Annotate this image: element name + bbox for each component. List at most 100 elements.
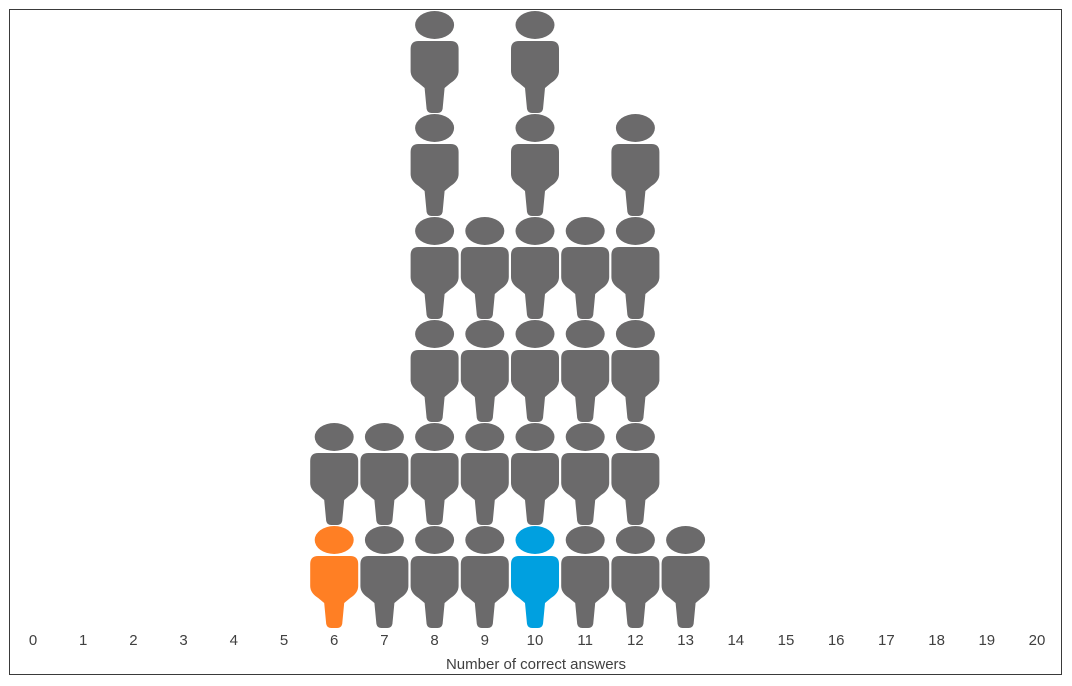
person-head (565, 320, 605, 348)
person-body (310, 453, 359, 525)
count-column (511, 11, 559, 628)
person-body (460, 247, 509, 319)
person-body (611, 144, 660, 216)
person-body (611, 556, 660, 628)
x-tick-label: 18 (928, 632, 945, 649)
person-head (415, 114, 455, 142)
person-body (661, 556, 710, 628)
person-icon (611, 114, 660, 216)
person-body (511, 350, 559, 422)
x-tick-label: 12 (627, 632, 644, 649)
person-body (561, 556, 610, 628)
highlighted-person-icon (310, 526, 359, 628)
count-column (661, 526, 710, 628)
person-body (611, 247, 660, 319)
person-head (415, 526, 455, 554)
person-body (561, 453, 610, 525)
x-tick-label: 13 (677, 632, 694, 649)
person-icon (611, 217, 660, 319)
count-column (611, 114, 660, 628)
person-icon (661, 526, 710, 628)
person-head (515, 526, 555, 554)
person-body (460, 350, 509, 422)
person-icon (310, 423, 359, 525)
person-head (465, 217, 505, 245)
person-icon (511, 114, 559, 216)
person-icon (511, 11, 559, 113)
person-icon (410, 526, 459, 628)
person-head (415, 320, 455, 348)
person-icon (561, 217, 610, 319)
x-tick-label: 2 (129, 632, 137, 649)
x-tick-label: 5 (280, 632, 288, 649)
person-body (410, 144, 459, 216)
person-head (515, 217, 555, 245)
x-tick-label: 6 (330, 632, 338, 649)
person-icon (360, 526, 409, 628)
person-head (364, 423, 404, 451)
x-axis-ticks: 0 1 2 3 4 5 6 7 8 9 10 11 12 13 14 15 16 17 18 19 20 (29, 632, 1046, 649)
person-icon (410, 114, 459, 216)
person-icon (611, 320, 660, 422)
person-head (465, 423, 505, 451)
person-icon (511, 423, 559, 525)
person-head (515, 320, 555, 348)
person-icon (410, 11, 459, 113)
person-head (415, 423, 455, 451)
person-icon (460, 217, 509, 319)
person-head (314, 526, 354, 554)
count-column (410, 11, 459, 628)
person-body (611, 453, 660, 525)
person-head (415, 217, 455, 245)
person-head (615, 217, 655, 245)
person-head (465, 526, 505, 554)
person-body (511, 556, 559, 628)
person-body (410, 247, 459, 319)
x-tick-label: 11 (577, 632, 593, 649)
person-icon (410, 320, 459, 422)
person-head (615, 114, 655, 142)
person-head (666, 526, 706, 554)
person-icon (561, 423, 610, 525)
x-tick-label: 0 (29, 632, 37, 649)
person-body (561, 247, 610, 319)
person-body (511, 247, 559, 319)
x-tick-label: 15 (778, 632, 795, 649)
person-body (360, 453, 409, 525)
x-tick-label: 20 (1029, 632, 1046, 649)
person-body (460, 556, 509, 628)
person-body (410, 453, 459, 525)
person-body (511, 453, 559, 525)
x-tick-label: 10 (527, 632, 544, 649)
person-head (515, 423, 555, 451)
person-head (565, 526, 605, 554)
person-head (565, 423, 605, 451)
x-tick-label: 4 (230, 632, 238, 649)
person-body (511, 144, 559, 216)
person-head (515, 114, 555, 142)
person-icon (410, 217, 459, 319)
x-tick-label: 8 (430, 632, 438, 649)
person-body (410, 41, 459, 113)
count-column (561, 217, 610, 628)
person-icon (460, 526, 509, 628)
person-body (511, 41, 559, 113)
person-icon (611, 423, 660, 525)
people-layer (310, 11, 710, 628)
person-icon (561, 526, 610, 628)
person-head (314, 423, 354, 451)
person-head (615, 423, 655, 451)
person-body (410, 350, 459, 422)
person-head (415, 11, 455, 39)
x-tick-label: 1 (79, 632, 87, 649)
person-icon (360, 423, 409, 525)
person-icon (460, 320, 509, 422)
x-tick-label: 19 (978, 632, 995, 649)
x-tick-label: 9 (481, 632, 489, 649)
count-column (310, 423, 359, 628)
count-column (360, 423, 409, 628)
person-icon (561, 320, 610, 422)
person-head (615, 320, 655, 348)
person-body (310, 556, 359, 628)
